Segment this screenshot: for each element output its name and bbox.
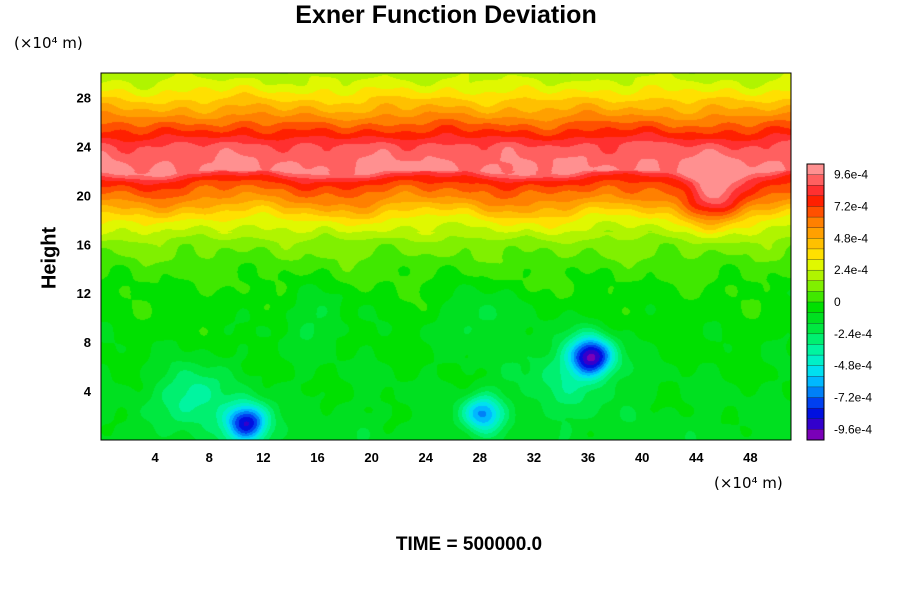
heatmap-field bbox=[101, 73, 791, 440]
y-axis-label: Height bbox=[38, 227, 60, 290]
colorbar-swatch bbox=[806, 259, 825, 271]
y-axis-unit: (×10⁴ m) bbox=[14, 34, 83, 52]
colorbar-tick-label: 0 bbox=[834, 295, 841, 309]
colorbar-swatch bbox=[806, 312, 825, 324]
x-tick-label: 24 bbox=[418, 450, 433, 465]
colorbar-swatch bbox=[806, 185, 825, 197]
colorbar-swatch bbox=[806, 227, 825, 239]
colorbar-swatch bbox=[806, 323, 825, 335]
colorbar-swatch bbox=[806, 397, 825, 409]
x-tick-label: 16 bbox=[310, 450, 324, 465]
colorbar-swatch bbox=[806, 365, 825, 377]
y-tick-label: 12 bbox=[77, 286, 91, 301]
x-tick-label: 36 bbox=[581, 450, 595, 465]
colorbar-swatch bbox=[806, 195, 825, 207]
chart-title: Exner Function Deviation bbox=[295, 1, 596, 29]
x-axis-unit: (×10⁴ m) bbox=[714, 474, 783, 492]
colorbar-tick-label: -2.4e-4 bbox=[834, 327, 872, 341]
colorbar-swatch bbox=[806, 174, 825, 186]
colorbar-frame bbox=[806, 163, 825, 441]
x-tick-label: 48 bbox=[743, 450, 757, 465]
x-axis-ticks: 4 8 12 16 20 24 28 32 36 40 44 48 bbox=[152, 450, 758, 465]
y-tick-label: 4 bbox=[84, 384, 92, 399]
colorbar-tick-label: 7.2e-4 bbox=[834, 199, 868, 213]
colorbar-tick-label: -4.8e-4 bbox=[834, 359, 872, 373]
colorbar-swatch bbox=[806, 216, 825, 229]
x-tick-label: 32 bbox=[527, 450, 541, 465]
colorbar-swatch bbox=[806, 291, 825, 303]
x-tick-label: 4 bbox=[152, 450, 160, 465]
x-tick-label: 12 bbox=[256, 450, 270, 465]
colorbar-swatch bbox=[806, 344, 825, 356]
y-axis-ticks: 4 8 12 16 20 24 28 bbox=[77, 90, 92, 399]
colorbar-swatch bbox=[806, 386, 825, 399]
colorbar-tick-label: -9.6e-4 bbox=[834, 422, 872, 436]
y-tick-label: 28 bbox=[77, 90, 91, 105]
colorbar-tick-label: 2.4e-4 bbox=[834, 263, 868, 277]
x-tick-label: 44 bbox=[689, 450, 704, 465]
colorbar-swatch bbox=[806, 429, 825, 441]
y-tick-label: 24 bbox=[77, 139, 92, 154]
colorbar-swatch bbox=[806, 301, 825, 314]
plot-area bbox=[100, 72, 792, 441]
x-tick-label: 40 bbox=[635, 450, 649, 465]
colorbar-tick-label: 9.6e-4 bbox=[834, 168, 868, 182]
colorbar-swatch bbox=[806, 333, 825, 345]
colorbar-swatch bbox=[806, 206, 825, 218]
x-tick-label: 20 bbox=[364, 450, 378, 465]
y-tick-label: 20 bbox=[77, 188, 91, 203]
colorbar-swatch bbox=[806, 407, 825, 420]
x-tick-label: 28 bbox=[473, 450, 487, 465]
colorbar-swatch bbox=[806, 418, 825, 430]
colorbar-swatch bbox=[806, 354, 825, 367]
colorbar-swatch bbox=[806, 248, 825, 261]
time-label: TIME = 500000.0 bbox=[396, 534, 542, 555]
colorbar-tick-label: 4.8e-4 bbox=[834, 231, 868, 245]
colorbar-swatch bbox=[806, 163, 825, 176]
x-tick-label: 8 bbox=[206, 450, 213, 465]
y-tick-label: 16 bbox=[77, 237, 91, 252]
colorbar-swatch bbox=[806, 269, 825, 282]
plot-frame bbox=[100, 72, 792, 441]
colorbar-tick-label: -7.2e-4 bbox=[834, 391, 872, 405]
colorbar-swatch bbox=[806, 376, 825, 388]
y-tick-label: 8 bbox=[84, 335, 91, 350]
heatmap-canvas bbox=[101, 73, 791, 440]
colorbar-swatch bbox=[806, 238, 825, 250]
colorbar-swatch bbox=[806, 280, 825, 292]
colorbar: 9.6e-4 7.2e-4 4.8e-4 2.4e-4 0 -2.4e-4 -4.8e-4 -… bbox=[806, 163, 872, 441]
